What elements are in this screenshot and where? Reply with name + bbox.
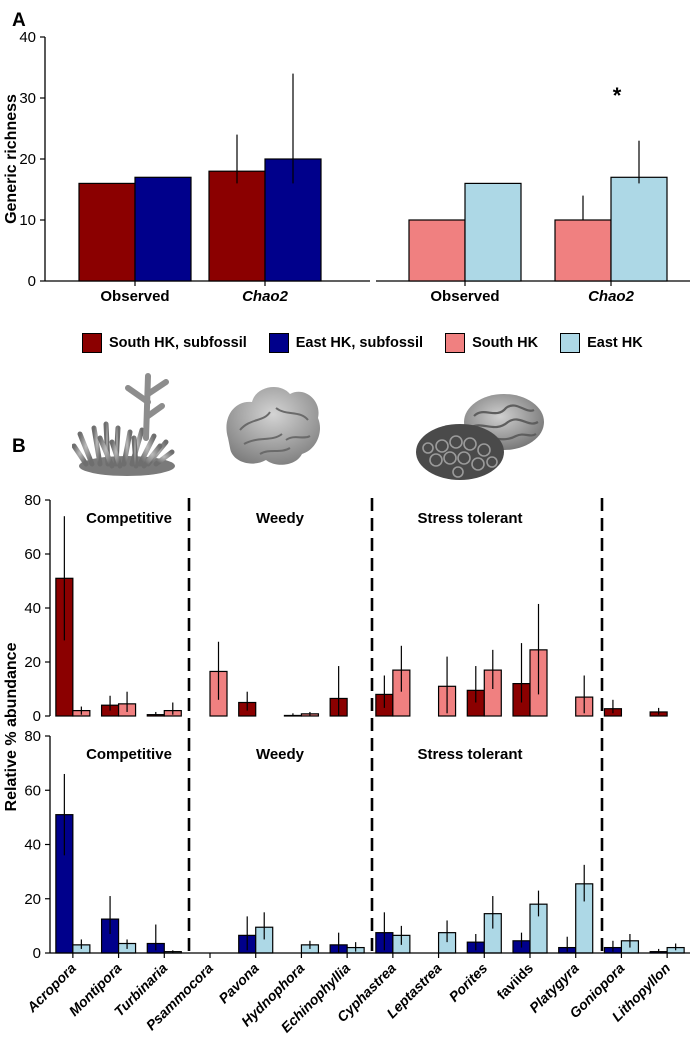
panel-a-x-tick-label: Observed bbox=[430, 288, 499, 305]
panel-a-y-tick-label: 0 bbox=[28, 273, 36, 290]
panel-a-bar bbox=[208, 170, 266, 282]
panel-a-bar bbox=[464, 182, 522, 282]
panel-b-y-tick-label: 80 bbox=[24, 492, 41, 509]
panel-a-y-tick-label: 40 bbox=[19, 29, 36, 46]
legend-item-east-subfossil: East HK, subfossil bbox=[268, 333, 424, 353]
legend-swatch-east-subfossil bbox=[268, 333, 289, 353]
legend: South HK, subfossil East HK, subfossil S… bbox=[82, 333, 665, 353]
panel-b-y-tick-label: 60 bbox=[24, 782, 41, 799]
panel-b-y-tick-label: 0 bbox=[33, 708, 41, 725]
panel-b-y-label: Relative % abundance bbox=[3, 642, 20, 811]
panel-b-section-title: Weedy bbox=[256, 746, 305, 763]
panel-a-y-tick-label: 10 bbox=[19, 212, 36, 229]
panel-b-x-tick-label: Porites bbox=[446, 960, 491, 1005]
panel-b-y-tick-label: 80 bbox=[24, 728, 41, 745]
legend-label-east-subfossil: East HK, subfossil bbox=[295, 335, 424, 351]
panel-a-bar bbox=[78, 182, 136, 282]
panel-b-y-tick-label: 0 bbox=[33, 945, 41, 962]
branching-coral-icon bbox=[72, 373, 175, 476]
panel-b-x-tick-label: Pavona bbox=[215, 960, 262, 1007]
panel-b-x-tick-label: faviids bbox=[493, 960, 536, 1003]
panel-a-y-label: Generic richness bbox=[3, 94, 20, 224]
panel-b-y-tick-label: 40 bbox=[24, 600, 41, 617]
legend-label-south-subfossil: South HK, subfossil bbox=[109, 335, 247, 351]
panel-b-label: B bbox=[12, 436, 26, 457]
panel-b-section-title: Competitive bbox=[86, 510, 172, 527]
panel-b-y-tick-label: 20 bbox=[24, 654, 41, 671]
legend-label-south-modern: South HK bbox=[472, 335, 539, 351]
panel-a-y-tick-label: 20 bbox=[19, 151, 36, 168]
foliose-coral-icon bbox=[226, 387, 321, 465]
legend-item-east-modern: East HK bbox=[560, 333, 643, 353]
panel-b-y-tick-label: 40 bbox=[24, 837, 41, 854]
panel-a-label: A bbox=[12, 10, 26, 31]
legend-swatch-south-subfossil bbox=[82, 333, 102, 353]
panel-a-bar bbox=[554, 219, 612, 282]
panel-b-section-title: Competitive bbox=[86, 746, 172, 763]
legend-swatch-south-modern bbox=[445, 333, 466, 353]
panel-a-bar bbox=[134, 176, 192, 282]
panel-b-section-title: Stress tolerant bbox=[417, 746, 522, 763]
panel-a-y-tick-label: 30 bbox=[19, 90, 36, 107]
panel-b-section-title: Stress tolerant bbox=[417, 510, 522, 527]
panel-a-bar bbox=[610, 176, 668, 282]
panel-a-bar bbox=[408, 219, 466, 282]
legend-item-south-subfossil: South HK, subfossil bbox=[82, 333, 247, 353]
legend-swatch-east-modern bbox=[560, 333, 581, 353]
panel-a-x-tick-label: Observed bbox=[100, 288, 169, 305]
significance-asterisk: * bbox=[613, 83, 622, 108]
brain-coral-icon bbox=[416, 394, 544, 480]
legend-item-south-modern: South HK bbox=[445, 333, 538, 353]
legend-label-east-modern: East HK bbox=[587, 335, 643, 351]
panel-b-y-tick-label: 20 bbox=[24, 891, 41, 908]
panel-b-y-tick-label: 60 bbox=[24, 546, 41, 563]
panel-a-x-tick-label: Chao2 bbox=[242, 288, 289, 305]
panel-a-x-tick-label: Chao2 bbox=[588, 288, 635, 305]
panel-b-section-title: Weedy bbox=[256, 510, 305, 527]
